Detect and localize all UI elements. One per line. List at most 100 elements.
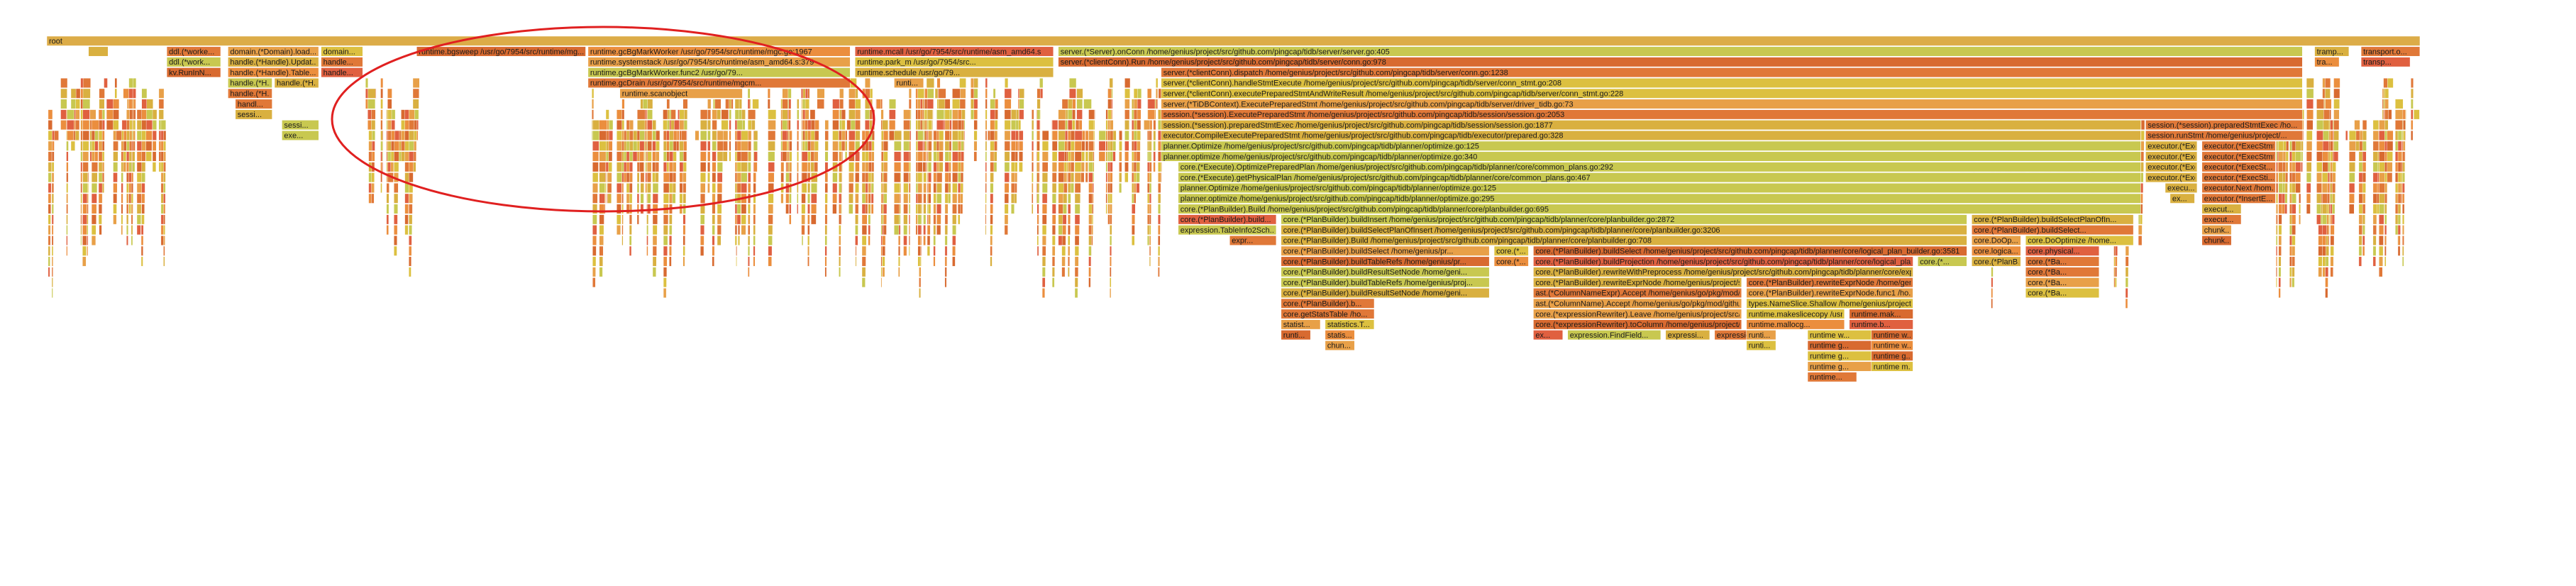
frame-rect[interactable] — [1746, 340, 1776, 350]
frame-rect[interactable] — [1533, 277, 1742, 288]
frame-rect[interactable] — [1281, 319, 1321, 330]
frame-rect[interactable] — [2201, 172, 2276, 183]
frame-rect[interactable] — [235, 109, 272, 120]
frame-84[interactable]: core.(*... — [1918, 256, 1967, 267]
frame-59[interactable]: ex... — [2169, 193, 2195, 204]
frame-34[interactable]: server.(*TiDBContext).ExecutePreparedStm… — [1161, 99, 2303, 109]
frame-rect[interactable] — [1972, 214, 2134, 225]
frame-rect[interactable] — [2201, 235, 2232, 245]
frame-75[interactable]: chunk... — [2201, 235, 2232, 245]
frame-82[interactable]: core.(*... — [1493, 256, 1529, 267]
frame-51[interactable]: executor.(*ExecSt... — [2201, 162, 2276, 172]
frame-rect[interactable] — [1178, 172, 2141, 183]
frame-rect[interactable] — [1533, 256, 1913, 267]
frame-118[interactable]: runtime w... — [1871, 330, 1913, 341]
frame-rect[interactable] — [2360, 46, 2421, 57]
frame-28[interactable]: runti... — [894, 77, 924, 88]
frame-rect[interactable] — [282, 120, 319, 131]
frame-rect[interactable] — [2145, 162, 2198, 172]
frame-113[interactable]: expression.FindField... — [1567, 330, 1662, 341]
frame-rect[interactable] — [228, 77, 272, 88]
frame-103[interactable]: runtime.makeslicecopy /usr... — [1746, 309, 1850, 319]
frame-71[interactable]: core.(*PlanBuilder).Build /home/genius/p… — [1281, 235, 1967, 245]
frame-rect[interactable] — [1807, 372, 1857, 382]
frame-97[interactable]: core.(*Ba... — [2025, 287, 2100, 298]
frame-rect[interactable] — [166, 67, 221, 78]
frame-rect[interactable] — [1281, 225, 1967, 236]
frame-13[interactable]: handle... — [321, 57, 363, 67]
frame-50[interactable]: executor.(*ExecStmt)... — [2145, 162, 2227, 172]
frame-rect[interactable] — [1533, 245, 1967, 256]
frame-rect[interactable] — [1178, 204, 2141, 214]
frame-101[interactable]: core.getStatsTable /ho... — [1281, 309, 1375, 319]
frame-rect[interactable] — [1281, 287, 1490, 298]
frame-rect[interactable] — [1871, 350, 1913, 361]
frame-rect[interactable] — [1533, 298, 1742, 309]
frame-rect[interactable] — [2314, 57, 2340, 67]
frame-rect[interactable] — [1161, 77, 2303, 88]
frame-rect[interactable] — [2201, 193, 2276, 204]
frame-rect[interactable] — [2025, 277, 2100, 288]
frame-81[interactable]: core.(*PlanBuilder).buildTableRefs /home… — [1281, 256, 1490, 267]
frame-rect[interactable] — [1972, 235, 2021, 245]
frame-39[interactable]: session.(*session).preparedStmtExec /ho.… — [2145, 120, 2303, 131]
frame-rect[interactable] — [1972, 245, 2021, 256]
frame-rect[interactable] — [1665, 330, 1710, 341]
frame-25[interactable]: handle.(*H... — [228, 77, 273, 88]
frame-72[interactable]: expr... — [1229, 235, 1277, 245]
frame-117[interactable]: runtime w... — [1807, 330, 1872, 341]
frame-88[interactable]: core.(*PlanBuilder).rewriteWithPreproces… — [1533, 267, 1945, 277]
frame-rect[interactable] — [1058, 57, 2303, 67]
frame-rect[interactable] — [2025, 267, 2100, 277]
frame-73[interactable]: core.DoOp... — [1972, 235, 2021, 245]
frame-rect[interactable] — [228, 46, 319, 57]
frame-121[interactable]: runtime g... — [1807, 340, 1872, 350]
frame-rect[interactable] — [2025, 256, 2100, 267]
frame-66[interactable]: execut... — [2201, 214, 2242, 225]
frame-rect[interactable] — [1871, 361, 1913, 372]
frame-rect[interactable] — [2169, 193, 2195, 204]
frame-122[interactable]: runtime w... — [1871, 340, 1913, 350]
frame-rect[interactable] — [2145, 120, 2303, 131]
frame-rect[interactable] — [587, 77, 851, 88]
frame-rect[interactable] — [2201, 140, 2276, 151]
frame-rect[interactable] — [1281, 256, 1490, 267]
frame-rect[interactable] — [2201, 225, 2232, 236]
frame-rect[interactable] — [1493, 245, 1529, 256]
frame-rect[interactable] — [1871, 330, 1913, 341]
frame-rect[interactable] — [1281, 245, 1490, 256]
frame-106[interactable]: statistics.T... — [1325, 319, 1375, 330]
frame-rect[interactable] — [1229, 235, 1277, 245]
frame-rect[interactable] — [2201, 214, 2242, 225]
frame-rect[interactable] — [1281, 277, 1490, 288]
frame-rect[interactable] — [1178, 214, 1277, 225]
frame-rect[interactable] — [228, 88, 272, 99]
frame-rect[interactable] — [2145, 140, 2198, 151]
frame-111[interactable]: statis... — [1325, 330, 1355, 341]
frame-rect[interactable] — [1533, 287, 1742, 298]
frame-96[interactable]: core.(*PlanBuilder).rewriteExprNode.func… — [1746, 287, 1916, 298]
frame-100[interactable]: types.NameSlice.Shallow /home/genius/pro… — [1746, 298, 1920, 309]
frame-9[interactable]: tramp... — [2314, 46, 2350, 57]
frame-56[interactable]: execu... — [2165, 182, 2198, 193]
frame-rect[interactable] — [235, 99, 272, 109]
frame-42[interactable]: session.runStmt /home/genius/project/... — [2145, 130, 2303, 140]
frame-rect[interactable] — [2360, 57, 2411, 67]
frame-rect[interactable] — [2201, 182, 2276, 193]
frame-92[interactable]: core.(*PlanBuilder).rewriteExprNode /hom… — [1746, 277, 1933, 288]
frame-16[interactable]: server.(*clientConn).Run /home/genius/pr… — [1058, 57, 2303, 67]
frame-rect[interactable] — [1533, 309, 1742, 319]
frame-62[interactable]: execut... — [2201, 204, 2242, 214]
frame-24[interactable]: server.(*clientConn).dispatch /home/geni… — [1161, 67, 2303, 78]
frame-64[interactable]: core.(*PlanBuilder).buildInsert /home/ge… — [1281, 214, 1967, 225]
frame-rect[interactable] — [2314, 46, 2350, 57]
frame-rect[interactable] — [1161, 120, 2141, 131]
frame-53[interactable]: executor.(*ExecStmt)... — [2145, 172, 2227, 183]
frame-58[interactable]: planner.optimize /home/genius/project/sr… — [1178, 193, 2141, 204]
frame-114[interactable]: expressi... — [1665, 330, 1710, 341]
frame-94[interactable]: core.(*PlanBuilder).buildResultSetNode /… — [1281, 287, 1490, 298]
frame-77[interactable]: core.(*... — [1493, 245, 1529, 256]
frame-7[interactable]: runtime.mcall /usr/go/7954/src/runtime/a… — [854, 46, 1054, 57]
frame-70[interactable]: chunk... — [2201, 225, 2232, 236]
frame-rect[interactable] — [1746, 330, 1776, 341]
